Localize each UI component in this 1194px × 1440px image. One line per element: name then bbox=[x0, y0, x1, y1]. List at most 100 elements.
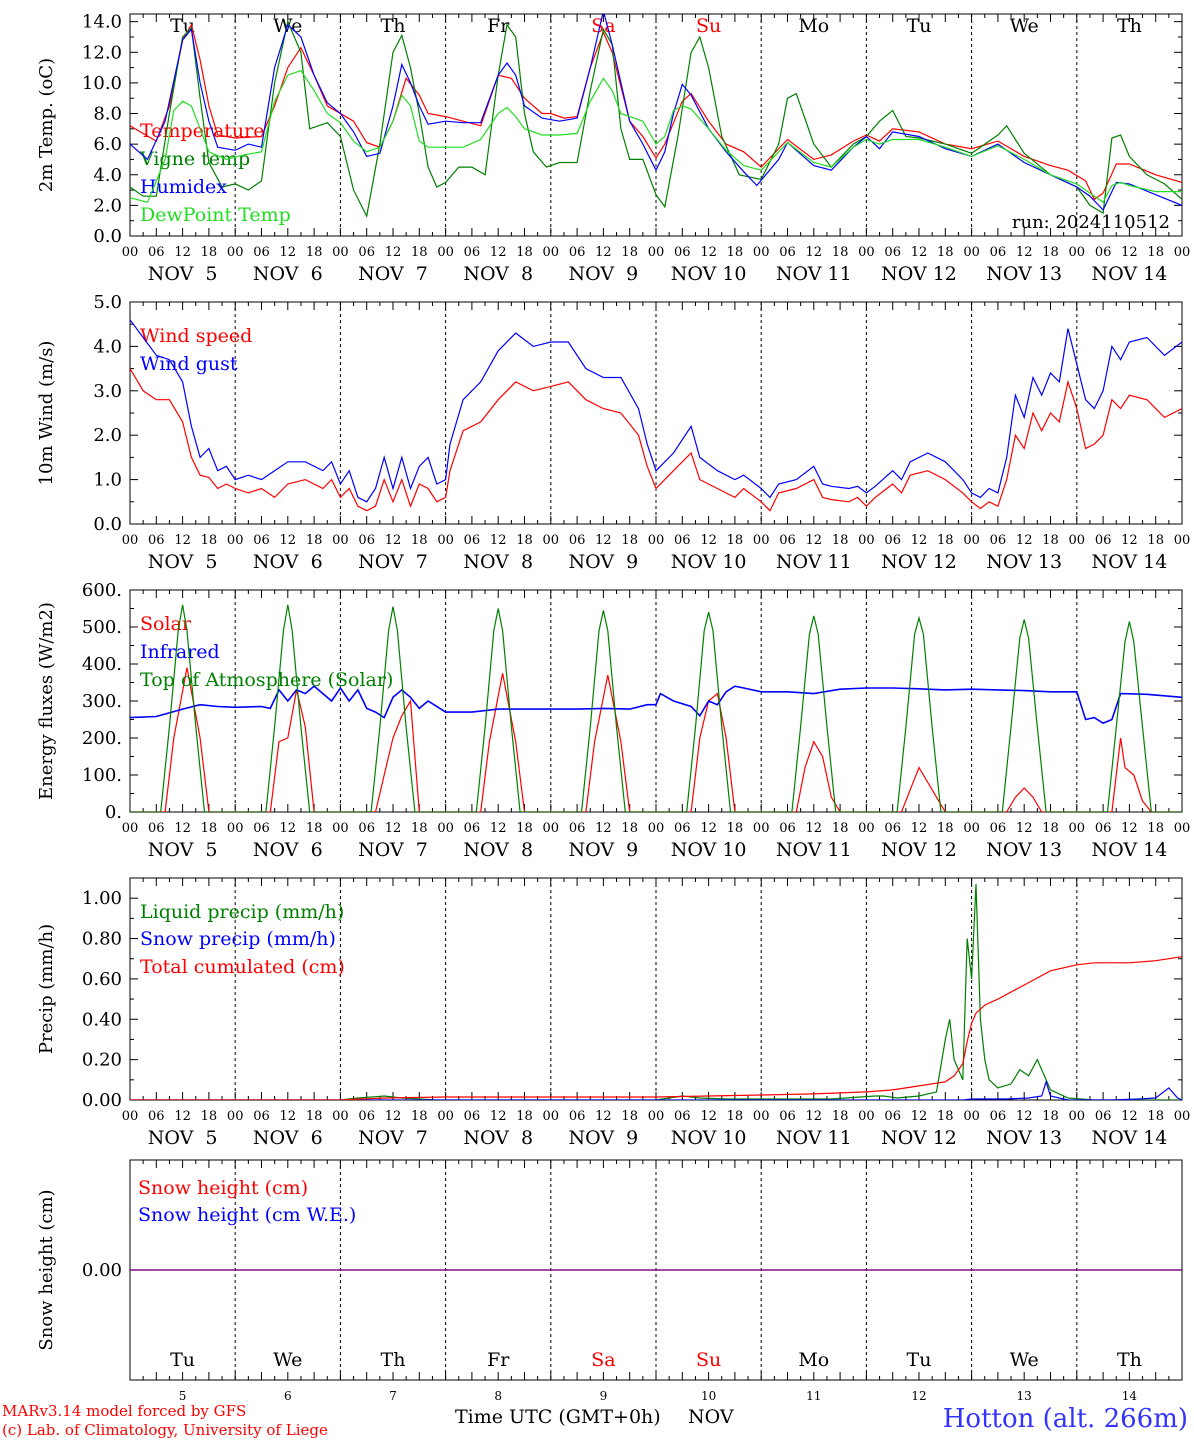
y-tick-label: 2.0 bbox=[93, 425, 122, 446]
date-label: NOV 9 bbox=[569, 551, 639, 573]
y-axis-title: Precip (mm/h) bbox=[36, 924, 57, 1054]
hour-tick-label: 00 bbox=[753, 1109, 770, 1124]
hour-tick-label: 06 bbox=[884, 821, 901, 836]
series-line-wind-gust bbox=[130, 319, 1182, 503]
hour-tick-label: 06 bbox=[990, 821, 1007, 836]
y-tick-label: 100. bbox=[82, 765, 122, 786]
hour-tick-label: 00 bbox=[227, 1109, 244, 1124]
legend-entry: Temperature bbox=[140, 120, 264, 142]
hour-tick-label: 06 bbox=[358, 1109, 375, 1124]
hour-tick-label: 06 bbox=[884, 1109, 901, 1124]
hour-tick-label: 12 bbox=[595, 533, 612, 548]
hour-tick-label: 00 bbox=[122, 1109, 139, 1124]
hour-tick-label: 18 bbox=[621, 1109, 638, 1124]
legend-entry: Humidex bbox=[140, 176, 227, 198]
y-axis-title: 10m Wind (m/s) bbox=[36, 341, 57, 486]
hour-tick-label: 00 bbox=[963, 1109, 980, 1124]
hour-tick-label: 12 bbox=[806, 533, 823, 548]
hour-tick-label: 18 bbox=[1147, 1109, 1164, 1124]
day-number-label: 9 bbox=[600, 1389, 608, 1403]
panel-3: 00 06 12 18 00 06 12 18 00 06 12 18 00 06 12 18 00 06 12 18… bbox=[36, 580, 1190, 861]
hour-tick-label: 00 bbox=[543, 245, 560, 260]
hour-tick-label: 06 bbox=[569, 533, 586, 548]
day-number-label: 12 bbox=[911, 1389, 926, 1403]
hour-tick-label: 00 bbox=[437, 245, 454, 260]
day-number-label: 11 bbox=[806, 1389, 821, 1403]
y-tick-label: 0.20 bbox=[82, 1050, 122, 1071]
hour-tick-label: 00 bbox=[648, 533, 665, 548]
hour-tick-label: 00 bbox=[332, 1109, 349, 1124]
hour-tick-label: 18 bbox=[516, 1109, 533, 1124]
hour-tick-label: 00 bbox=[543, 533, 560, 548]
date-label: NOV 11 bbox=[776, 839, 852, 861]
date-label: NOV 13 bbox=[986, 1127, 1062, 1149]
date-label: NOV 6 bbox=[253, 263, 323, 285]
hour-tick-label: 12 bbox=[174, 821, 191, 836]
date-label: NOV 9 bbox=[569, 839, 639, 861]
y-tick-label: 500. bbox=[82, 617, 122, 638]
hour-tick-label: 12 bbox=[174, 245, 191, 260]
hour-tick-label: 18 bbox=[1147, 245, 1164, 260]
hour-tick-label: 12 bbox=[490, 245, 507, 260]
hour-tick-label: 06 bbox=[779, 1109, 796, 1124]
date-label: NOV 14 bbox=[1091, 839, 1167, 861]
hour-tick-label: 00 bbox=[858, 821, 875, 836]
hour-tick-label: 00 bbox=[332, 821, 349, 836]
hour-tick-label: 18 bbox=[832, 533, 849, 548]
date-label: NOV 10 bbox=[671, 1127, 747, 1149]
hour-tick-label: 06 bbox=[884, 533, 901, 548]
y-tick-label: 0.00 bbox=[82, 1090, 122, 1111]
hour-tick-label: 00 bbox=[858, 533, 875, 548]
date-label: NOV 14 bbox=[1091, 1127, 1167, 1149]
y-tick-label: 12.0 bbox=[82, 42, 122, 63]
panel-5: Tu We Th Fr Sa Su Mo Tu We Th 5 6 7 8 9 10 11 12 13 14 0.00 S… bbox=[36, 1159, 1183, 1403]
hour-tick-label: 12 bbox=[385, 245, 402, 260]
hour-tick-label: 00 bbox=[227, 821, 244, 836]
hour-tick-label: 12 bbox=[1121, 1109, 1138, 1124]
day-number-label: 7 bbox=[389, 1389, 397, 1403]
hour-tick-label: 12 bbox=[1016, 245, 1033, 260]
hour-tick-label: 12 bbox=[700, 245, 717, 260]
hour-tick-label: 00 bbox=[1069, 245, 1086, 260]
hour-tick-label: 06 bbox=[358, 533, 375, 548]
hour-tick-label: 12 bbox=[911, 245, 928, 260]
run-annotation: run: 2024110512 bbox=[1012, 212, 1170, 233]
weekday-label: Th bbox=[1117, 15, 1142, 37]
hour-tick-label: 06 bbox=[674, 1109, 691, 1124]
legend-entry: Infrared bbox=[140, 641, 220, 663]
hour-tick-label: 12 bbox=[595, 821, 612, 836]
date-label: NOV 10 bbox=[671, 263, 747, 285]
hour-tick-label: 18 bbox=[621, 821, 638, 836]
hour-tick-label: 06 bbox=[1095, 821, 1112, 836]
hour-tick-label: 06 bbox=[253, 533, 270, 548]
date-label: NOV 13 bbox=[986, 263, 1062, 285]
hour-tick-label: 18 bbox=[832, 821, 849, 836]
hour-tick-label: 18 bbox=[411, 245, 428, 260]
y-tick-label: 600. bbox=[82, 580, 122, 601]
legend-entry: Snow height (cm W.E.) bbox=[138, 1204, 356, 1226]
date-label: NOV 7 bbox=[358, 551, 428, 573]
y-tick-label: 14.0 bbox=[82, 12, 122, 33]
y-tick-label: 5.0 bbox=[93, 292, 122, 313]
date-label: NOV 5 bbox=[148, 839, 218, 861]
date-label: NOV 14 bbox=[1091, 263, 1167, 285]
weekday-label: We bbox=[273, 1349, 302, 1371]
hour-tick-label: 18 bbox=[306, 1109, 323, 1124]
hour-tick-label: 12 bbox=[595, 1109, 612, 1124]
y-tick-label: 200. bbox=[82, 728, 122, 749]
weekday-label: We bbox=[1010, 1349, 1039, 1371]
hour-tick-label: 12 bbox=[1016, 821, 1033, 836]
y-axis-title: Snow height (cm) bbox=[36, 1189, 57, 1350]
hour-tick-label: 12 bbox=[806, 821, 823, 836]
weekday-label: We bbox=[1010, 15, 1039, 37]
hour-tick-label: 18 bbox=[937, 821, 954, 836]
series-line-wind-speed bbox=[130, 368, 1182, 512]
hour-tick-label: 00 bbox=[332, 245, 349, 260]
hour-tick-label: 00 bbox=[963, 245, 980, 260]
hour-tick-label: 00 bbox=[437, 821, 454, 836]
hour-tick-label: 06 bbox=[569, 1109, 586, 1124]
hour-tick-label: 06 bbox=[358, 821, 375, 836]
hour-tick-label: 18 bbox=[201, 533, 218, 548]
weekday-label: Su bbox=[696, 15, 721, 37]
